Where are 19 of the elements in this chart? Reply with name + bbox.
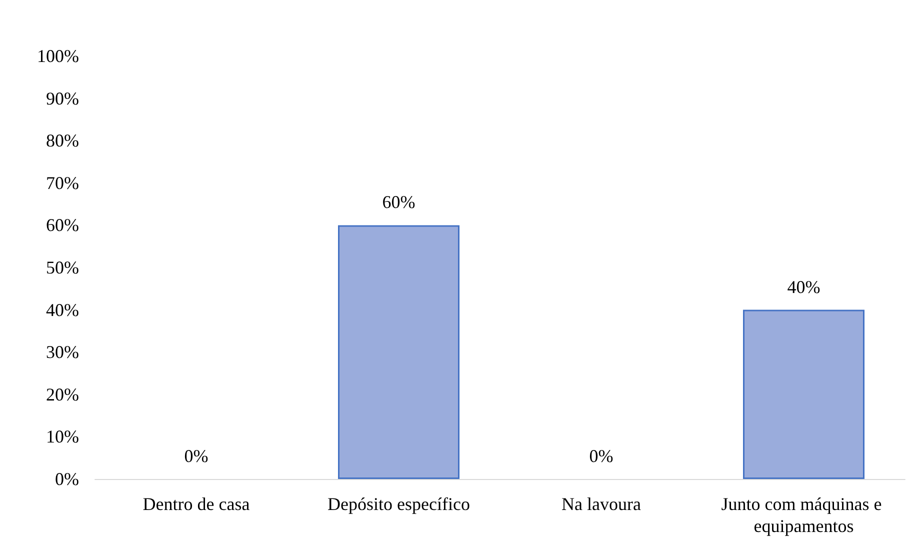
y-tick-label: 80% [46, 130, 79, 151]
y-tick-label: 50% [46, 258, 79, 278]
y-tick-label: 20% [46, 384, 79, 404]
y-tick-label: 10% [46, 426, 79, 447]
data-label: 40% [787, 276, 820, 297]
y-tick-label: 40% [46, 300, 79, 320]
data-label: 60% [382, 192, 416, 212]
x-tick-label: Junto com máquinas e equipamentos [721, 494, 886, 536]
data-label: 0% [589, 446, 614, 466]
x-tick-label: Na lavoura [562, 494, 641, 514]
y-tick-label: 30% [46, 342, 79, 362]
y-tick-label: 60% [46, 215, 79, 236]
y-tick-label: 90% [46, 88, 79, 108]
y-tick-label: 70% [46, 172, 79, 193]
x-tick-label: Depósito específico [328, 494, 470, 514]
data-label: 0% [184, 446, 208, 466]
y-tick-label: 100% [37, 46, 79, 66]
y-tick-label: 0% [55, 469, 79, 489]
x-tick-label: Dentro de casa [142, 494, 250, 514]
